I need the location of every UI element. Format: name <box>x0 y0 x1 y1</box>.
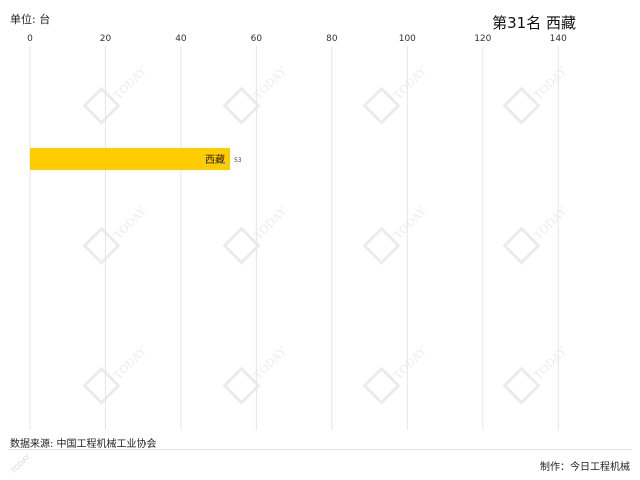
watermark-logo: TODAY <box>502 204 569 265</box>
watermark-logo: TODAY <box>362 204 429 265</box>
x-tick-label: 120 <box>474 34 491 44</box>
bar-category-label: 西藏 <box>205 154 225 166</box>
watermark-logo: TODAY <box>222 64 289 125</box>
unit-label: 单位: 台 <box>10 13 51 26</box>
producer-credit: 制作：今日工程机械 <box>540 462 630 473</box>
svg-text:TODAY: TODAY <box>111 64 149 102</box>
footer-divider <box>8 449 632 450</box>
svg-text:TODAY: TODAY <box>251 204 289 242</box>
svg-text:TODAY: TODAY <box>251 64 289 102</box>
svg-text:TODAY: TODAY <box>391 204 429 242</box>
bar <box>30 148 230 170</box>
x-tick-label: 60 <box>251 34 263 44</box>
bar-value-label: 53 <box>234 157 242 164</box>
watermark-logo: TODAY <box>222 204 289 265</box>
x-tick-label: 100 <box>399 34 416 44</box>
svg-text:TODAY: TODAY <box>531 344 569 382</box>
watermark-logo: TODAY <box>222 344 289 405</box>
x-tick-label: 0 <box>27 34 33 44</box>
watermark-logo: TODAY <box>82 204 149 265</box>
x-tick-label: 20 <box>100 34 112 44</box>
svg-text:TODAY: TODAY <box>111 204 149 242</box>
x-tick-label: 140 <box>550 34 567 44</box>
svg-text:TODAY: TODAY <box>531 64 569 102</box>
watermark-logo: TODAY <box>502 344 569 405</box>
chart-title: 第31名 西藏 <box>492 14 576 32</box>
x-tick-label: 80 <box>326 34 338 44</box>
svg-text:TODAY: TODAY <box>391 344 429 382</box>
svg-text:TODAY: TODAY <box>251 344 289 382</box>
svg-text:TODAY: TODAY <box>111 344 149 382</box>
x-tick-label: 40 <box>175 34 187 44</box>
svg-text:TODAY: TODAY <box>391 64 429 102</box>
watermark-logo: TODAY <box>502 64 569 125</box>
data-source: 数据来源: 中国工程机械工业协会 <box>10 439 157 450</box>
watermark-logo: TODAY <box>362 344 429 405</box>
svg-text:TODAY: TODAY <box>531 204 569 242</box>
watermark-logo: TODAY <box>362 64 429 125</box>
watermark-logo: TODAY <box>82 64 149 125</box>
watermark-logo: TODAY <box>82 344 149 405</box>
